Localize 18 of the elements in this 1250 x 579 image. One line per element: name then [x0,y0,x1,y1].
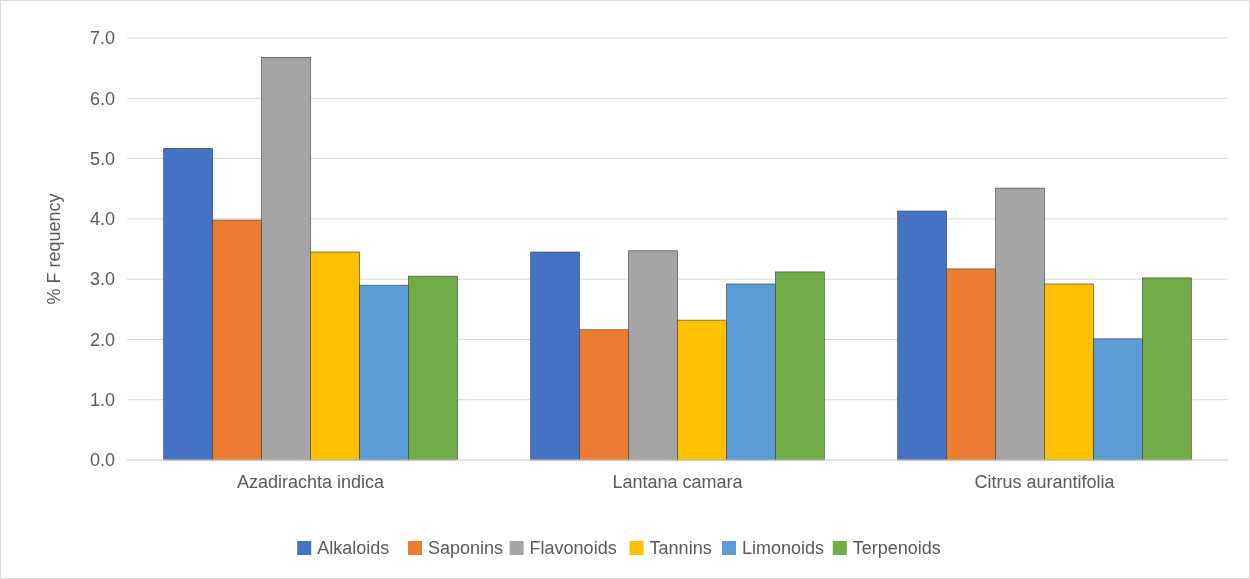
x-tick-label: Azadirachta indica [236,472,386,492]
y-axis-title: % F requency [44,193,64,305]
y-tick-label: 5.0 [89,148,115,169]
legend-label: Terpenoids [852,538,941,559]
y-tick-label: 2.0 [89,329,115,350]
legend-label: Limonoids [742,538,825,559]
x-tick-label: Lantana camara [612,472,744,492]
y-tick-label: 4.0 [89,209,115,230]
y-tick-label: 0.0 [89,450,115,471]
legend-label: Tannins [649,538,712,559]
y-tick-label: 7.0 [89,28,115,49]
y-tick-label: 3.0 [89,269,115,290]
y-tick-label: 6.0 [89,88,115,109]
y-tick-label: 1.0 [89,390,115,411]
legend-label: Alkaloids [317,538,390,559]
legend-label: Flavonoids [529,538,617,559]
legend-label: Saponins [428,538,504,559]
x-tick-label: Citrus aurantifolia [974,472,1116,492]
